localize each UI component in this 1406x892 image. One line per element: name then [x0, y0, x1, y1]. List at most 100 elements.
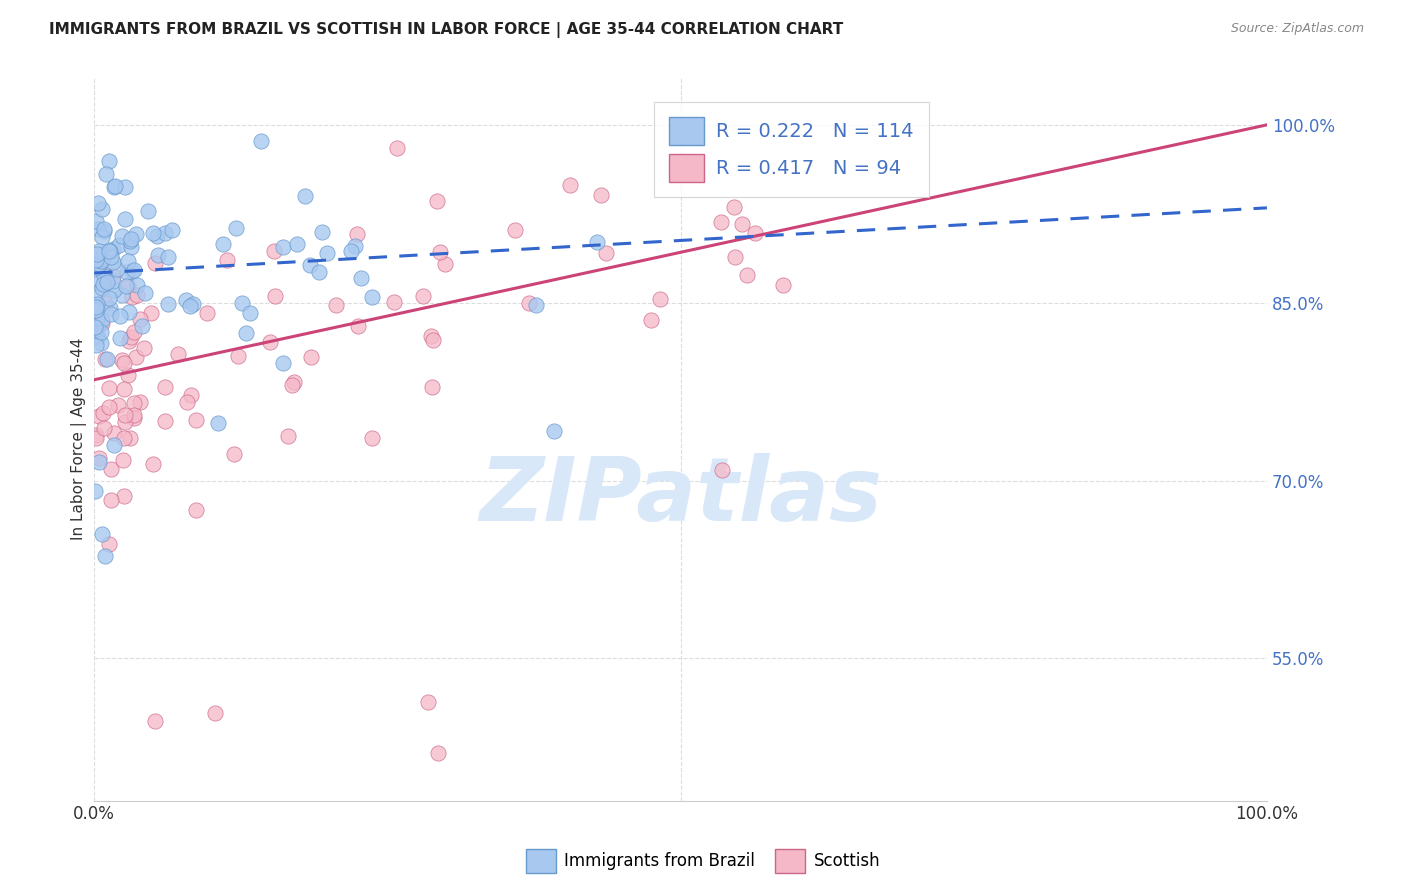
- Immigrants from Brazil: [146, 228, 169, 243]
- Immigrants from Brazil: [524, 297, 547, 311]
- Immigrants from Brazil: [93, 224, 115, 238]
- Immigrants from Brazil: [91, 526, 114, 541]
- Scottish: [94, 351, 117, 366]
- Immigrants from Brazil: [118, 235, 141, 249]
- Scottish: [735, 268, 758, 282]
- Immigrants from Brazil: [586, 235, 609, 250]
- Immigrants from Brazil: [125, 227, 148, 241]
- Text: Source: ZipAtlas.com: Source: ZipAtlas.com: [1230, 22, 1364, 36]
- Immigrants from Brazil: [98, 244, 121, 258]
- Immigrants from Brazil: [91, 230, 114, 244]
- Immigrants from Brazil: [239, 305, 262, 319]
- Immigrants from Brazil: [117, 253, 139, 268]
- Immigrants from Brazil: [84, 302, 107, 317]
- Immigrants from Brazil: [90, 254, 112, 268]
- Scottish: [114, 408, 136, 422]
- Text: ZIPatlas: ZIPatlas: [479, 453, 882, 541]
- Immigrants from Brazil: [87, 329, 110, 343]
- Scottish: [118, 432, 141, 446]
- Immigrants from Brazil: [361, 290, 384, 304]
- Immigrants from Brazil: [98, 154, 121, 169]
- Scottish: [114, 416, 136, 430]
- Scottish: [711, 463, 734, 477]
- Scottish: [360, 432, 382, 446]
- Immigrants from Brazil: [115, 265, 138, 279]
- Scottish: [772, 278, 794, 293]
- Scottish: [277, 429, 299, 443]
- Scottish: [87, 450, 110, 465]
- Immigrants from Brazil: [271, 356, 294, 370]
- Scottish: [117, 279, 139, 293]
- Immigrants from Brazil: [87, 196, 110, 211]
- Immigrants from Brazil: [98, 301, 121, 316]
- Immigrants from Brazil: [131, 318, 153, 333]
- Scottish: [420, 328, 443, 343]
- Scottish: [129, 312, 152, 326]
- Immigrants from Brazil: [86, 247, 108, 261]
- Immigrants from Brazil: [93, 549, 115, 563]
- Immigrants from Brazil: [104, 179, 127, 194]
- Scottish: [204, 706, 226, 721]
- Immigrants from Brazil: [183, 297, 205, 311]
- Scottish: [283, 375, 305, 389]
- Immigrants from Brazil: [311, 225, 333, 239]
- Immigrants from Brazil: [98, 244, 121, 258]
- Scottish: [180, 388, 202, 402]
- Immigrants from Brazil: [84, 484, 107, 499]
- Immigrants from Brazil: [125, 278, 148, 293]
- Immigrants from Brazil: [90, 281, 112, 295]
- Scottish: [723, 200, 745, 214]
- Immigrants from Brazil: [84, 252, 107, 267]
- Immigrants from Brazil: [103, 254, 125, 268]
- Scottish: [259, 335, 281, 350]
- Scottish: [558, 178, 581, 193]
- Immigrants from Brazil: [87, 455, 110, 469]
- Scottish: [124, 325, 146, 339]
- Scottish: [503, 223, 526, 237]
- Scottish: [134, 341, 156, 355]
- Immigrants from Brazil: [103, 438, 125, 452]
- Immigrants from Brazil: [543, 424, 565, 438]
- Immigrants from Brazil: [90, 202, 112, 217]
- Immigrants from Brazil: [294, 189, 316, 203]
- Scottish: [153, 414, 176, 428]
- Immigrants from Brazil: [87, 261, 110, 276]
- Scottish: [118, 334, 141, 349]
- Scottish: [420, 379, 443, 393]
- Immigrants from Brazil: [339, 244, 361, 258]
- Immigrants from Brazil: [271, 240, 294, 254]
- Immigrants from Brazil: [96, 167, 118, 181]
- Scottish: [710, 215, 733, 229]
- Immigrants from Brazil: [94, 273, 117, 287]
- Immigrants from Brazil: [114, 278, 136, 293]
- Scottish: [591, 187, 613, 202]
- Immigrants from Brazil: [108, 309, 131, 323]
- Immigrants from Brazil: [118, 305, 141, 319]
- Immigrants from Brazil: [120, 240, 142, 254]
- Scottish: [387, 141, 409, 155]
- Immigrants from Brazil: [136, 204, 159, 219]
- Immigrants from Brazil: [86, 258, 108, 272]
- Scottish: [184, 503, 207, 517]
- Immigrants from Brazil: [89, 277, 111, 291]
- Legend: Immigrants from Brazil, Scottish: Immigrants from Brazil, Scottish: [519, 842, 887, 880]
- Immigrants from Brazil: [103, 180, 125, 194]
- Immigrants from Brazil: [96, 276, 118, 290]
- Scottish: [84, 431, 107, 445]
- Immigrants from Brazil: [91, 277, 114, 291]
- Immigrants from Brazil: [160, 223, 183, 237]
- Immigrants from Brazil: [100, 250, 122, 264]
- Scottish: [143, 256, 166, 270]
- Immigrants from Brazil: [87, 318, 110, 333]
- Immigrants from Brazil: [87, 258, 110, 272]
- Scottish: [263, 289, 285, 303]
- Immigrants from Brazil: [146, 248, 169, 262]
- Immigrants from Brazil: [90, 254, 112, 268]
- Legend: R = 0.222   N = 114, R = 0.417   N = 94: R = 0.222 N = 114, R = 0.417 N = 94: [654, 102, 929, 197]
- Scottish: [139, 306, 162, 320]
- Text: IMMIGRANTS FROM BRAZIL VS SCOTTISH IN LABOR FORCE | AGE 35-44 CORRELATION CHART: IMMIGRANTS FROM BRAZIL VS SCOTTISH IN LA…: [49, 22, 844, 38]
- Scottish: [731, 217, 754, 231]
- Immigrants from Brazil: [156, 297, 179, 311]
- Immigrants from Brazil: [212, 237, 235, 252]
- Immigrants from Brazil: [84, 252, 107, 267]
